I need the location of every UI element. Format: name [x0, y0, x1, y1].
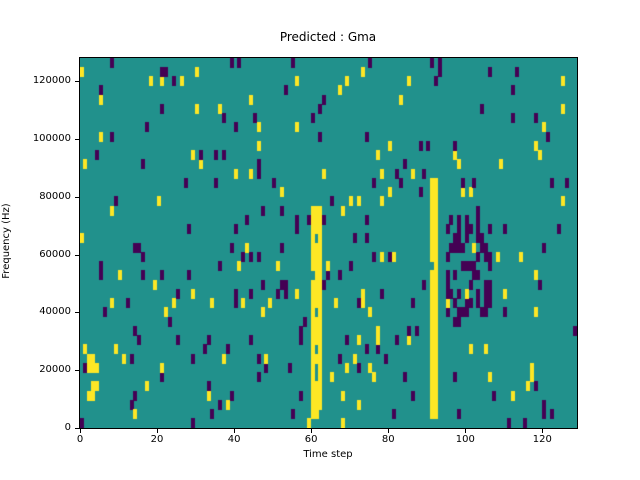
- y-tick-label: 80000: [39, 190, 71, 202]
- y-tick-mark: [75, 196, 79, 198]
- y-tick-mark: [75, 370, 79, 372]
- y-tick-label: 0: [64, 422, 71, 433]
- x-tick-mark: [465, 429, 467, 433]
- y-tick-label: 20000: [39, 364, 71, 376]
- y-tick-mark: [75, 312, 79, 314]
- x-tick-label: 120: [532, 434, 552, 445]
- x-tick-mark: [542, 429, 544, 433]
- x-tick-mark: [157, 429, 159, 433]
- x-tick-mark: [234, 429, 236, 433]
- y-tick-mark: [75, 428, 79, 429]
- x-tick-label: 20: [150, 434, 164, 445]
- x-tick-label: 60: [304, 434, 318, 445]
- plot-area: [79, 57, 578, 429]
- chart-title: Predicted : Gma: [279, 30, 377, 44]
- y-tick-label: 120000: [32, 75, 71, 87]
- y-tick-label: 40000: [39, 306, 71, 318]
- x-tick-mark: [80, 429, 81, 433]
- x-tick-label: 80: [381, 434, 395, 445]
- x-tick-label: 40: [227, 434, 241, 445]
- y-axis-label: Frequency (Hz): [1, 203, 12, 279]
- x-tick-label: 100: [455, 434, 475, 445]
- heatmap-canvas: [80, 58, 577, 428]
- y-tick-label: 60000: [39, 248, 71, 260]
- y-tick-mark: [75, 81, 79, 83]
- y-tick-mark: [75, 254, 79, 256]
- x-tick-label: 0: [76, 434, 84, 445]
- x-tick-mark: [388, 429, 390, 433]
- x-axis-label: Time step: [303, 449, 353, 460]
- x-tick-mark: [311, 429, 313, 433]
- y-tick-mark: [75, 138, 79, 140]
- y-tick-label: 100000: [32, 132, 71, 144]
